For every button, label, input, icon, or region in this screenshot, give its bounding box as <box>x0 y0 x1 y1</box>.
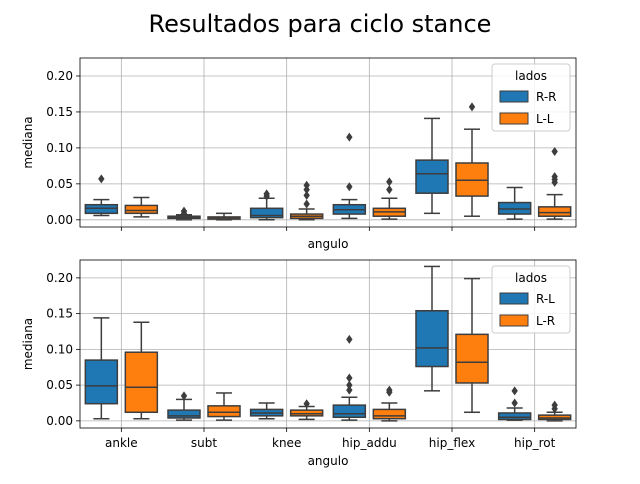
legend-title: lados <box>515 69 547 83</box>
box-hip_addu-L-L <box>372 177 407 220</box>
y-tick-label: 0.00 <box>46 414 73 428</box>
outlier-point <box>98 174 105 184</box>
axes-frame <box>79 259 577 429</box>
outlier-point <box>346 385 353 395</box>
legend-label-R-R: R-R <box>536 90 557 104</box>
x-tick-label-knee: knee <box>272 436 301 450</box>
box-hip_addu-R-L <box>332 334 367 421</box>
outlier-point <box>386 185 393 195</box>
y-tick-label: 0.10 <box>46 141 73 155</box>
y-tick-label: 0.15 <box>46 307 73 321</box>
outlier-point <box>303 399 310 409</box>
legend: lados R-R L-L <box>491 63 571 132</box>
outlier-point <box>551 172 558 182</box>
box-iqr <box>124 351 159 414</box>
x-tick-label-ankle: ankle <box>105 436 138 450</box>
legend-title: lados <box>515 271 547 285</box>
outlier-point <box>511 386 518 396</box>
outlier-point <box>303 190 310 200</box>
box-knee-L-R <box>289 399 324 421</box>
outlier-point <box>346 132 353 142</box>
box-ankle-R-R <box>84 174 119 217</box>
y-tick-label: 0.10 <box>46 342 73 356</box>
y-tick-label: 0.00 <box>46 213 73 227</box>
box-ankle-R-L <box>84 317 119 420</box>
box-subt-R-R <box>167 206 201 221</box>
box-iqr <box>372 408 407 420</box>
y-tick-label: 0.15 <box>46 105 73 119</box>
legend-swatch-R-L <box>499 292 529 305</box>
box-hip_rot-L-R <box>537 400 572 422</box>
box-hip_flex-L-L <box>455 102 489 217</box>
legend-swatch-L-R <box>499 314 529 327</box>
legend-label-L-R: L-R <box>536 314 555 328</box>
x-tick-label-hip_addu: hip_addu <box>342 436 397 450</box>
outlier-point <box>346 182 353 192</box>
outlier-point <box>180 391 188 401</box>
outlier-point <box>263 191 270 201</box>
box-iqr <box>249 207 284 219</box>
box-ankle-L-L <box>124 196 159 218</box>
box-iqr <box>167 409 201 419</box>
x-axis-label: angulo <box>308 237 349 251</box>
chart-panel-2: 0.00 0.05 0.10 0.15 0.20 ankle subt knee hip_add… <box>21 259 577 468</box>
box-hip_flex-R-R <box>415 117 449 215</box>
legend: lados R-L L-R <box>491 265 571 334</box>
box-iqr <box>497 412 532 421</box>
box-knee-R-R <box>249 189 284 221</box>
box-knee-R-L <box>249 402 284 420</box>
box-iqr <box>415 159 449 194</box>
figure-title: Resultados para ciclo stance <box>149 10 492 38</box>
legend-swatch-R-R <box>499 90 529 103</box>
outlier-point <box>346 334 353 344</box>
outlier-point <box>346 373 353 383</box>
y-tick-label: 0.05 <box>46 177 73 191</box>
outlier-point <box>180 208 188 218</box>
box-hip_rot-R-L <box>497 386 532 421</box>
outlier-point <box>386 385 393 395</box>
y-tick-label: 0.20 <box>46 271 73 285</box>
x-axis-label: angulo <box>308 454 349 468</box>
box-hip_addu-L-R <box>372 385 407 422</box>
box-hip_rot-R-R <box>497 186 532 220</box>
box-ankle-L-R <box>124 321 159 420</box>
y-axis-label: mediana <box>21 318 35 370</box>
outlier-point <box>551 400 558 410</box>
box-subt-L-L <box>207 212 241 221</box>
y-tick-label: 0.20 <box>46 69 73 83</box>
box-iqr <box>455 333 489 384</box>
outlier-point <box>511 398 518 408</box>
x-tick-label-subt: subt <box>191 436 217 450</box>
legend-swatch-L-L <box>499 112 529 125</box>
x-tick-label-hip_flex: hip_flex <box>429 436 475 450</box>
outlier-point <box>551 146 558 156</box>
chart-panel-1: 0.00 0.05 0.10 0.15 0.20 angulo mediana lados R-… <box>21 57 577 251</box>
box-hip_flex-L-R <box>455 277 489 414</box>
outlier-point <box>386 177 393 187</box>
outlier-point <box>303 199 310 209</box>
legend-label-R-L: R-L <box>536 292 555 306</box>
box-hip_addu-R-R <box>332 132 367 220</box>
box-iqr <box>124 204 159 215</box>
box-subt-R-L <box>167 391 201 421</box>
outlier-point <box>303 185 310 195</box>
x-tick-label-hip_rot: hip_rot <box>514 436 556 450</box>
box-hip_flex-R-L <box>415 265 449 392</box>
outlier-point <box>346 380 353 390</box>
box-hip_rot-L-L <box>537 146 572 220</box>
box-iqr <box>415 310 449 368</box>
box-iqr <box>84 359 119 405</box>
y-axis-label: mediana <box>21 116 35 168</box>
box-knee-L-L <box>289 180 324 221</box>
y-tick-label: 0.05 <box>46 378 73 392</box>
box-iqr <box>537 206 572 217</box>
box-iqr <box>332 404 367 419</box>
outlier-point <box>468 102 476 112</box>
axes-frame <box>79 57 577 228</box>
legend-label-L-L: L-L <box>536 112 554 126</box>
box-subt-L-R <box>207 392 241 421</box>
box-iqr <box>207 405 241 418</box>
